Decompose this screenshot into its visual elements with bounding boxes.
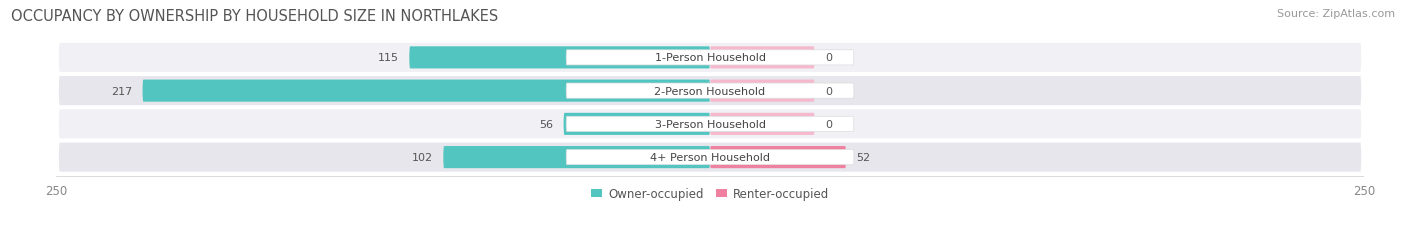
FancyBboxPatch shape: [710, 146, 846, 168]
Text: 0: 0: [825, 119, 832, 129]
Text: 1-Person Household: 1-Person Household: [655, 53, 765, 63]
FancyBboxPatch shape: [59, 44, 1361, 73]
Text: 102: 102: [412, 152, 433, 162]
FancyBboxPatch shape: [710, 47, 814, 69]
Text: Source: ZipAtlas.com: Source: ZipAtlas.com: [1277, 9, 1395, 19]
FancyBboxPatch shape: [142, 80, 710, 102]
Text: 0: 0: [825, 53, 832, 63]
FancyBboxPatch shape: [567, 117, 853, 132]
FancyBboxPatch shape: [710, 113, 814, 135]
FancyBboxPatch shape: [409, 47, 710, 69]
FancyBboxPatch shape: [564, 113, 710, 135]
Text: 0: 0: [825, 86, 832, 96]
Text: 2-Person Household: 2-Person Household: [654, 86, 766, 96]
FancyBboxPatch shape: [567, 150, 853, 165]
Text: 115: 115: [378, 53, 399, 63]
FancyBboxPatch shape: [710, 80, 814, 102]
Text: 217: 217: [111, 86, 132, 96]
Legend: Owner-occupied, Renter-occupied: Owner-occupied, Renter-occupied: [586, 182, 834, 205]
Text: 56: 56: [538, 119, 553, 129]
FancyBboxPatch shape: [59, 110, 1361, 139]
FancyBboxPatch shape: [443, 146, 710, 168]
FancyBboxPatch shape: [59, 77, 1361, 106]
Text: 52: 52: [856, 152, 870, 162]
FancyBboxPatch shape: [567, 51, 853, 66]
Text: OCCUPANCY BY OWNERSHIP BY HOUSEHOLD SIZE IN NORTHLAKES: OCCUPANCY BY OWNERSHIP BY HOUSEHOLD SIZE…: [11, 9, 499, 24]
FancyBboxPatch shape: [59, 143, 1361, 172]
Text: 3-Person Household: 3-Person Household: [655, 119, 765, 129]
Text: 4+ Person Household: 4+ Person Household: [650, 152, 770, 162]
FancyBboxPatch shape: [567, 84, 853, 99]
